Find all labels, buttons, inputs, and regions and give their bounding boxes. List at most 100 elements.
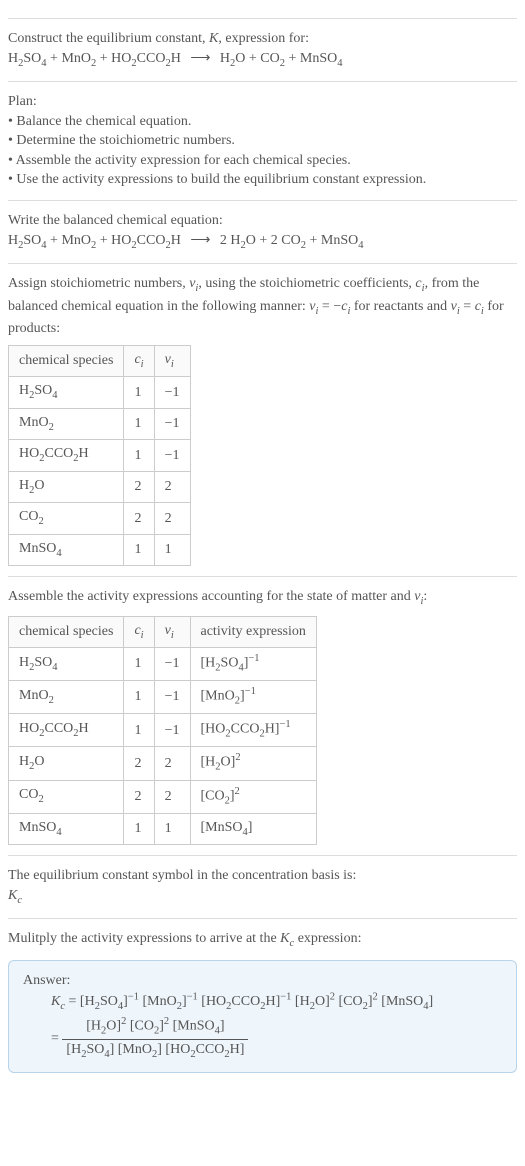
cell-species: CO2 <box>9 780 124 813</box>
answer-box: Answer: Kc = [H2SO4]−1 [MnO2]−1 [HO2CCO2… <box>8 960 517 1073</box>
cell-vi: −1 <box>154 714 190 747</box>
balanced-equation: H2SO4 + MnO2 + HO2CCO2H ⟶ 2 H2O + 2 CO2 … <box>8 231 517 253</box>
cell-ci: 1 <box>124 681 154 714</box>
answer-expression: Kc = [H2SO4]−1 [MnO2]−1 [HO2CCO2H]−1 [H2… <box>23 990 502 1062</box>
cell-vi: 2 <box>154 503 190 534</box>
col-species: chemical species <box>9 345 124 376</box>
prompt-section: Construct the equilibrium constant, K, e… <box>8 18 517 71</box>
k-symbol: K <box>209 31 218 46</box>
cell-vi: −1 <box>154 408 190 439</box>
stoich-section: Assign stoichiometric numbers, νi, using… <box>8 263 517 566</box>
cell-vi: −1 <box>154 440 190 471</box>
table-row: MnO21−1[MnO2]−1 <box>9 681 317 714</box>
table-row: H2SO41−1[H2SO4]−1 <box>9 648 317 681</box>
plan-bullet: • Balance the chemical equation. <box>8 112 517 132</box>
cell-ci: 1 <box>124 534 154 565</box>
col-ci: ci <box>124 616 154 647</box>
kc-symbol-section: The equilibrium constant symbol in the c… <box>8 855 517 908</box>
answer-label: Answer: <box>23 971 502 991</box>
table-row: H2O22 <box>9 471 191 502</box>
cell-ci: 1 <box>124 440 154 471</box>
prompt-text-b: , expression for: <box>218 31 309 46</box>
kc-symbol: Kc <box>8 886 517 908</box>
cell-activity: [CO2]2 <box>190 780 316 813</box>
cell-species: H2O <box>9 747 124 780</box>
cell-vi: 1 <box>154 813 190 844</box>
p2: CO2 <box>260 51 285 66</box>
plan-section: Plan: • Balance the chemical equation. •… <box>8 81 517 190</box>
cell-ci: 2 <box>124 503 154 534</box>
table-header-row: chemical species ci νi activity expressi… <box>9 616 317 647</box>
cell-ci: 2 <box>124 747 154 780</box>
table-row: CO222 <box>9 503 191 534</box>
cell-vi: −1 <box>154 648 190 681</box>
denominator: [H2SO4] [MnO2] [HO2CCO2H] <box>62 1040 248 1062</box>
r2: MnO2 <box>61 51 96 66</box>
plan-title: Plan: <box>8 92 517 112</box>
cell-ci: 1 <box>124 377 154 408</box>
cell-activity: [HO2CCO2H]−1 <box>190 714 316 747</box>
prompt-text-a: Construct the equilibrium constant, <box>8 31 209 46</box>
cell-species: H2SO4 <box>9 377 124 408</box>
cell-ci: 1 <box>124 648 154 681</box>
cell-activity: [MnO2]−1 <box>190 681 316 714</box>
activity-section: Assemble the activity expressions accoun… <box>8 576 517 845</box>
cell-vi: 2 <box>154 471 190 502</box>
prompt-line: Construct the equilibrium constant, K, e… <box>8 29 517 49</box>
col-ci: ci <box>124 345 154 376</box>
multiply-text: Mulitply the activity expressions to arr… <box>8 929 517 951</box>
col-vi: νi <box>154 345 190 376</box>
col-vi: νi <box>154 616 190 647</box>
activity-text: Assemble the activity expressions accoun… <box>8 587 517 609</box>
fraction: [H2O]2 [CO2]2 [MnSO4] [H2SO4] [MnO2] [HO… <box>62 1015 248 1063</box>
col-activity: activity expression <box>190 616 316 647</box>
table-row: MnO21−1 <box>9 408 191 439</box>
cell-species: H2SO4 <box>9 648 124 681</box>
cell-species: HO2CCO2H <box>9 714 124 747</box>
cell-species: HO2CCO2H <box>9 440 124 471</box>
cell-activity: [H2SO4]−1 <box>190 648 316 681</box>
table-row: MnSO411 <box>9 534 191 565</box>
table-row: H2SO41−1 <box>9 377 191 408</box>
cell-vi: −1 <box>154 681 190 714</box>
cell-activity: [H2O]2 <box>190 747 316 780</box>
r3: HO2CCO2H <box>111 51 181 66</box>
cell-species: MnSO4 <box>9 813 124 844</box>
cell-species: MnO2 <box>9 681 124 714</box>
table-row: HO2CCO2H1−1 <box>9 440 191 471</box>
cell-activity: [MnSO4] <box>190 813 316 844</box>
unbalanced-equation: H2SO4 + MnO2 + HO2CCO2H ⟶ H2O + CO2 + Mn… <box>8 49 517 71</box>
col-species: chemical species <box>9 616 124 647</box>
balanced-section: Write the balanced chemical equation: H2… <box>8 200 517 253</box>
plan-bullet: • Assemble the activity expression for e… <box>8 151 517 171</box>
r1: H2SO4 <box>8 51 47 66</box>
kc-symbol-text: The equilibrium constant symbol in the c… <box>8 866 517 886</box>
p3: MnSO4 <box>300 51 343 66</box>
cell-species: MnSO4 <box>9 534 124 565</box>
cell-species: H2O <box>9 471 124 502</box>
cell-vi: −1 <box>154 377 190 408</box>
table-header-row: chemical species ci νi <box>9 345 191 376</box>
arrow-icon: ⟶ <box>184 51 216 66</box>
cell-ci: 2 <box>124 780 154 813</box>
cell-ci: 1 <box>124 408 154 439</box>
cell-vi: 2 <box>154 747 190 780</box>
arrow-icon: ⟶ <box>184 233 216 248</box>
table-row: MnSO411[MnSO4] <box>9 813 317 844</box>
plan-bullet: • Determine the stoichiometric numbers. <box>8 131 517 151</box>
stoich-text: Assign stoichiometric numbers, νi, using… <box>8 274 517 339</box>
cell-ci: 1 <box>124 813 154 844</box>
stoich-table: chemical species ci νi H2SO41−1MnO21−1HO… <box>8 345 191 566</box>
plan-bullet: • Use the activity expressions to build … <box>8 170 517 190</box>
cell-species: CO2 <box>9 503 124 534</box>
balanced-title: Write the balanced chemical equation: <box>8 211 517 231</box>
cell-vi: 2 <box>154 780 190 813</box>
cell-ci: 2 <box>124 471 154 502</box>
p1: H2O <box>220 51 246 66</box>
table-row: H2O22[H2O]2 <box>9 747 317 780</box>
activity-table: chemical species ci νi activity expressi… <box>8 616 317 846</box>
cell-vi: 1 <box>154 534 190 565</box>
numerator: [H2O]2 [CO2]2 [MnSO4] <box>62 1015 248 1040</box>
multiply-section: Mulitply the activity expressions to arr… <box>8 918 517 1073</box>
table-row: HO2CCO2H1−1[HO2CCO2H]−1 <box>9 714 317 747</box>
